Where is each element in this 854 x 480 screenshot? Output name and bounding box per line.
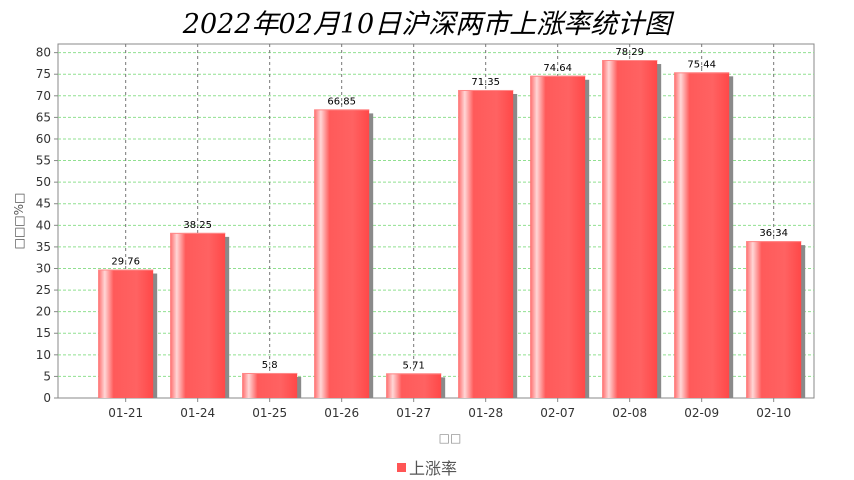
data-label: 29.76 [111, 257, 140, 268]
x-axis-label: □□ [439, 431, 462, 445]
data-label: 5.8 [262, 360, 278, 371]
data-label: 71.35 [471, 77, 500, 88]
x-tick-label: 02-10 [756, 406, 791, 420]
y-tick-label: 40 [36, 218, 51, 232]
y-tick-label: 35 [36, 240, 51, 254]
y-axis-label: □□□%□ [12, 193, 26, 250]
y-tick-label: 25 [36, 283, 51, 297]
x-tick-label: 02-08 [612, 406, 647, 420]
bar [602, 60, 658, 398]
y-tick-label: 5 [43, 369, 51, 383]
legend: 上涨率 [0, 455, 854, 479]
y-tick-label: 70 [36, 89, 51, 103]
data-label: 36.34 [759, 228, 788, 239]
y-tick-label: 30 [36, 261, 51, 275]
y-tick-label: 50 [36, 175, 51, 189]
bar [98, 269, 154, 398]
y-tick-label: 75 [36, 67, 51, 81]
y-tick-label: 65 [36, 110, 51, 124]
y-tick-label: 10 [36, 348, 51, 362]
bar [458, 89, 514, 398]
x-tick-label: 01-24 [180, 406, 215, 420]
data-label: 74.64 [543, 63, 572, 74]
x-tick-label: 01-25 [252, 406, 287, 420]
y-tick-label: 55 [36, 154, 51, 168]
legend-swatch [396, 463, 406, 472]
bar [242, 372, 298, 398]
bar [386, 373, 442, 398]
bars: 29.76 38.25 5.8 66.85 5.71 71.35 74.64 78.29 75.… [98, 47, 806, 399]
y-tick-label: 45 [36, 197, 51, 211]
x-tick-label: 01-26 [324, 406, 359, 420]
x-axis: 01-21 01-24 01-25 01-26 01-27 01-28 02-07 02-08… [108, 398, 791, 420]
x-tick-label: 01-28 [468, 406, 503, 420]
y-tick-label: 0 [43, 391, 51, 405]
x-tick-label: 02-07 [540, 406, 575, 420]
y-tick-label: 60 [36, 132, 51, 146]
y-tick-label: 20 [36, 305, 51, 319]
x-tick-label: 02-09 [684, 406, 719, 420]
bar [170, 232, 226, 398]
data-label: 38.25 [183, 220, 212, 231]
chart-title: 2022年02月10日沪深两市上涨率统计图 [182, 9, 672, 40]
data-label: 78.29 [615, 47, 644, 58]
y-axis: 0 5 10 15 20 25 30 35 40 45 50 55 60 65 70 75 80 [36, 46, 58, 405]
bar [530, 75, 586, 399]
y-tick-label: 15 [36, 326, 51, 340]
data-label: 5.71 [403, 360, 425, 371]
bar [746, 241, 802, 398]
legend-label: 上涨率 [408, 459, 457, 478]
data-label: 66.85 [327, 96, 356, 107]
bar [674, 72, 730, 398]
x-tick-label: 01-27 [396, 406, 431, 420]
x-tick-label: 01-21 [108, 406, 143, 420]
y-tick-label: 80 [36, 46, 51, 60]
data-label: 75.44 [687, 59, 716, 70]
bar [314, 109, 370, 398]
